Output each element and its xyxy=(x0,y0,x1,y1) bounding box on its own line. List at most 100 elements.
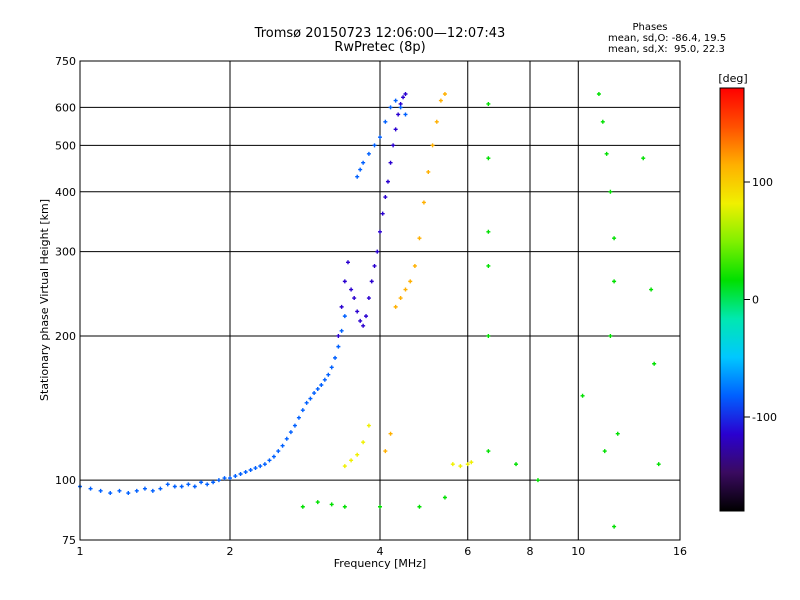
data-point xyxy=(403,112,408,117)
data-point xyxy=(656,462,661,467)
colorbar-tick-label: 0 xyxy=(752,294,759,307)
data-point xyxy=(393,98,398,103)
data-point xyxy=(165,482,170,487)
grid-lines xyxy=(79,60,681,541)
chart-title-line1: Tromsø 20150723 12:06:00—12:07:43 xyxy=(254,26,506,41)
data-point xyxy=(388,105,393,110)
data-point xyxy=(535,478,540,483)
x-tick-label: 8 xyxy=(527,545,534,558)
data-point xyxy=(458,464,463,469)
data-point xyxy=(233,474,238,479)
data-point xyxy=(408,279,413,284)
data-point xyxy=(403,91,408,96)
x-tick-label: 2 xyxy=(227,545,234,558)
data-point xyxy=(352,296,357,301)
chart-title-line2: RwPretec (8p) xyxy=(334,40,426,55)
data-point xyxy=(434,119,439,124)
data-point xyxy=(366,151,371,156)
data-point xyxy=(615,431,620,436)
y-tick-label: 600 xyxy=(55,101,76,114)
data-point xyxy=(465,462,470,467)
data-point xyxy=(388,160,393,165)
phase-stats-title: Phases xyxy=(632,22,668,33)
data-point xyxy=(326,372,331,377)
data-point xyxy=(205,482,210,487)
data-point xyxy=(388,431,393,436)
data-point xyxy=(355,309,360,314)
data-point xyxy=(280,443,285,448)
data-point xyxy=(336,344,341,349)
data-point xyxy=(345,260,350,265)
data-point xyxy=(378,504,382,509)
data-point xyxy=(179,484,184,489)
x-axis-label: Frequency [MHz] xyxy=(334,557,426,570)
data-point xyxy=(383,449,388,454)
data-point xyxy=(150,488,155,493)
data-point xyxy=(612,236,617,241)
phase-stats-o: mean, sd,O: -86.4, 19.5 xyxy=(608,33,727,44)
data-point xyxy=(361,323,366,328)
colorbar-ticks: 100 0 -100 xyxy=(744,176,777,424)
data-point xyxy=(604,151,609,156)
data-point xyxy=(358,318,363,323)
data-point xyxy=(329,502,334,507)
y-tick-label: 300 xyxy=(55,246,76,259)
data-point xyxy=(300,408,305,413)
data-point xyxy=(641,156,646,161)
y-tick-label: 750 xyxy=(55,55,76,68)
data-point xyxy=(486,101,491,106)
data-point xyxy=(222,476,227,481)
data-point xyxy=(486,229,491,234)
data-point xyxy=(319,382,324,387)
x-tick-label: 10 xyxy=(571,545,585,558)
data-point xyxy=(600,119,605,124)
data-point xyxy=(364,314,369,319)
data-point xyxy=(258,464,263,469)
data-point xyxy=(378,229,382,234)
data-point xyxy=(312,391,317,396)
data-point xyxy=(401,95,406,100)
y-tick-label: 400 xyxy=(55,186,76,199)
data-point xyxy=(442,495,447,500)
colorbar-tick-label: -100 xyxy=(752,411,777,424)
data-point xyxy=(339,304,344,309)
data-point xyxy=(383,119,388,124)
data-point xyxy=(412,263,417,268)
data-point xyxy=(253,466,258,471)
data-point xyxy=(398,105,403,110)
data-point xyxy=(186,482,191,487)
data-point xyxy=(329,365,334,370)
data-point xyxy=(355,174,360,179)
data-point xyxy=(385,179,390,184)
phase-stats-x: mean, sd,X: 95.0, 22.3 xyxy=(608,44,725,55)
colorbar xyxy=(719,87,745,512)
data-point xyxy=(342,314,347,319)
data-point xyxy=(296,415,301,420)
data-point xyxy=(216,478,221,483)
data-point xyxy=(292,423,297,428)
data-point xyxy=(430,143,435,148)
data-point xyxy=(612,279,617,284)
data-point xyxy=(211,480,216,485)
data-point xyxy=(315,500,320,505)
data-point xyxy=(369,279,374,284)
y-axis-ticks: 75 100 200 300 400 500 600 750 xyxy=(55,55,76,547)
data-point xyxy=(288,430,293,435)
data-point xyxy=(248,468,253,473)
data-point xyxy=(300,504,305,509)
data-point xyxy=(398,101,403,106)
data-point xyxy=(342,464,347,469)
data-point xyxy=(361,160,366,165)
data-point xyxy=(308,396,313,401)
data-point xyxy=(380,211,385,216)
y-tick-label: 100 xyxy=(55,474,76,487)
data-point xyxy=(134,488,139,493)
data-point xyxy=(117,488,122,493)
data-point xyxy=(349,458,354,463)
data-point xyxy=(486,263,491,268)
x-tick-label: 16 xyxy=(673,545,687,558)
x-tick-label: 6 xyxy=(464,545,471,558)
data-point xyxy=(608,333,613,338)
data-points xyxy=(78,91,661,529)
